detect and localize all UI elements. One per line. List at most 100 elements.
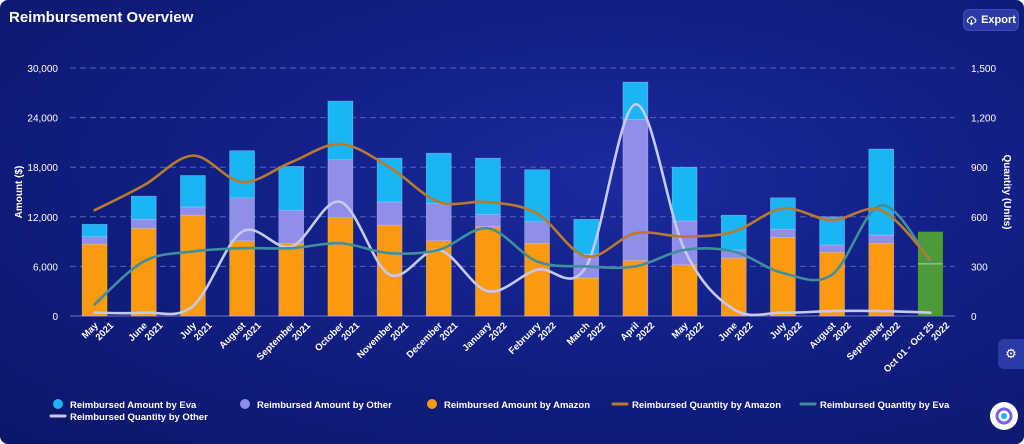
x-tick-year: 2022 <box>634 320 657 343</box>
cloud-download-icon <box>966 15 977 25</box>
y2-tick-label: 1,200 <box>971 114 996 125</box>
bar-eva <box>278 166 305 211</box>
legend-marker <box>53 399 63 409</box>
bar-other <box>475 214 501 228</box>
x-tick-year: 2021 <box>290 320 313 343</box>
bar-other <box>130 218 157 229</box>
bar-eva <box>327 100 354 161</box>
bar-eva <box>81 223 108 237</box>
bar-amazon <box>130 228 157 317</box>
x-tick-year: 2021 <box>389 320 412 343</box>
export-button[interactable]: Export <box>963 9 1019 31</box>
y2-tick-label: 1,500 <box>971 64 996 75</box>
bar-amazon <box>524 242 550 317</box>
x-tick-year: 2022 <box>782 320 805 343</box>
bar-other <box>819 244 845 253</box>
bar-other <box>770 228 796 238</box>
y2-tick-label: 900 <box>971 163 988 174</box>
bar-eva <box>770 197 796 230</box>
y-tick-label: 30,000 <box>27 64 58 75</box>
gear-icon: ⚙ <box>1005 346 1017 361</box>
bar-eva <box>671 166 698 222</box>
bar-eva <box>819 216 845 246</box>
x-tick-year: 2022 <box>929 320 952 343</box>
bar-other <box>425 203 452 242</box>
bar-eva <box>475 157 501 215</box>
y-tick-label: 24,000 <box>27 114 58 125</box>
x-tick-month: November <box>355 320 396 361</box>
bar-other <box>622 118 649 261</box>
y-tick-label: 12,000 <box>27 213 58 224</box>
y2-tick-label: 300 <box>971 262 988 273</box>
x-tick-year: 2022 <box>536 320 559 343</box>
x-tick-year: 2022 <box>684 320 707 343</box>
x-tick-month: December <box>405 320 445 360</box>
legend-label: Reimbursed Amount by Amazon <box>444 400 590 411</box>
legend-label: Reimbursed Amount by Eva <box>70 400 197 411</box>
bar-eva <box>130 195 157 220</box>
x-tick-year: 2021 <box>438 320 461 343</box>
y-tick-label: 0 <box>52 312 58 323</box>
y-tick-label: 18,000 <box>27 163 58 174</box>
line-qty-other <box>93 103 932 317</box>
legend-marker <box>240 399 250 409</box>
bar-other <box>180 206 206 216</box>
bar-eva <box>868 148 895 236</box>
bar-amazon <box>770 237 796 317</box>
bar-eva <box>376 157 403 203</box>
settings-button[interactable]: ⚙ <box>998 339 1024 369</box>
bar-amazon <box>327 217 354 317</box>
bar-amazon <box>720 257 747 317</box>
legend-marker <box>427 399 437 409</box>
bar-eva <box>425 152 452 204</box>
x-tick-year: 2022 <box>585 320 608 343</box>
line-qty-eva <box>93 203 932 306</box>
bar-amazon <box>868 242 895 317</box>
x-tick-year: 2021 <box>241 320 264 343</box>
x-tick-year: 2022 <box>831 320 854 343</box>
bar-other <box>376 201 403 226</box>
bar-other <box>81 236 108 245</box>
x-tick-year: 2021 <box>339 320 362 343</box>
page-title: Reimbursement Overview <box>9 9 194 26</box>
x-tick-year: 2022 <box>733 320 756 343</box>
x-tick-year: 2022 <box>880 320 903 343</box>
legend-label: Reimbursed Quantity by Other <box>70 412 208 423</box>
export-label: Export <box>981 14 1016 26</box>
legend-label: Reimbursed Quantity by Eva <box>820 400 950 411</box>
bar-amazon <box>622 260 649 317</box>
y2-tick-label: 600 <box>971 213 988 224</box>
bar-other <box>868 234 895 244</box>
bar-amazon <box>278 242 305 317</box>
x-tick-year: 2021 <box>192 320 215 343</box>
bar-other <box>524 221 550 244</box>
bar-amazon <box>573 277 600 317</box>
bar-other <box>229 197 255 242</box>
bar-amazon <box>475 226 501 317</box>
bar-current-period <box>917 231 943 316</box>
y2-tick-label: 0 <box>971 312 977 323</box>
y-axis-label: Amount ($) <box>14 166 25 219</box>
bar-eva <box>573 218 600 255</box>
bar-other <box>278 209 305 244</box>
bar-amazon <box>671 264 698 317</box>
legend-label: Reimbursed Amount by Other <box>257 400 392 411</box>
brand-logo-icon <box>995 407 1013 425</box>
bar-amazon <box>229 240 255 317</box>
x-tick-year: 2022 <box>487 320 510 343</box>
y2-axis-label: Quantity (Units) <box>1001 155 1012 230</box>
